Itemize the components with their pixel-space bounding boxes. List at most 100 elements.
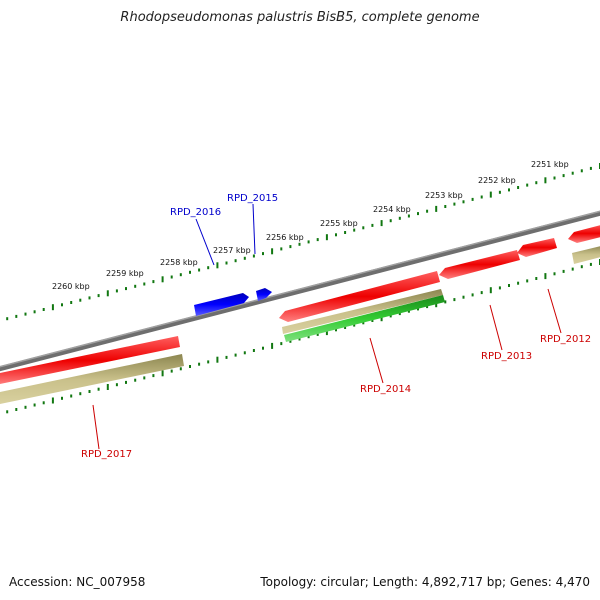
upper-scale-major-tick bbox=[51, 304, 54, 311]
upper-scale-minor-tick bbox=[134, 284, 137, 288]
gene-rpd2017-gene[interactable] bbox=[0, 354, 184, 405]
lower-scale-minor-tick bbox=[307, 335, 310, 339]
lower-scale-minor-tick bbox=[207, 360, 210, 364]
label-rpd2015[interactable]: RPD_2015 bbox=[227, 193, 278, 204]
lower-scale-major-tick bbox=[544, 273, 547, 280]
lower-scale-minor-tick bbox=[444, 300, 447, 304]
lower-scale-major-tick bbox=[489, 287, 492, 294]
lower-scale-minor-tick bbox=[79, 392, 82, 396]
upper-scale-minor-tick bbox=[316, 238, 319, 242]
map-title: Rhodopseudomonas palustris BisB5, comple… bbox=[120, 10, 480, 25]
lower-scale-minor-tick bbox=[353, 323, 356, 327]
upper-scale-minor-tick bbox=[526, 183, 529, 187]
scale-labels: 2251 kbp 2252 kbp 2253 kbp 2254 kbp 2255… bbox=[52, 160, 569, 291]
upper-scale-minor-tick bbox=[252, 254, 255, 258]
scale-label-2257: 2257 kbp bbox=[213, 246, 251, 255]
upper-scale-minor-tick bbox=[262, 252, 264, 256]
lower-scale-minor-tick bbox=[526, 279, 529, 283]
gene-rpd2016-arrow[interactable] bbox=[194, 293, 249, 316]
scale-label-2260: 2260 kbp bbox=[52, 282, 90, 291]
lower-scale-ticks bbox=[6, 259, 600, 414]
upper-scale-minor-tick bbox=[88, 296, 91, 300]
lower-scale-minor-tick bbox=[125, 380, 127, 384]
upper-scale-minor-tick bbox=[152, 280, 155, 284]
gene-rpd2014-gene[interactable] bbox=[282, 289, 443, 334]
label-rpd2014[interactable]: RPD_2014 bbox=[360, 384, 411, 395]
upper-scale-minor-tick bbox=[589, 166, 592, 170]
lower-scale-minor-tick bbox=[553, 272, 556, 276]
lower-scale-minor-tick bbox=[453, 298, 456, 302]
upper-scale-major-tick bbox=[544, 177, 547, 184]
upper-scale-minor-tick bbox=[353, 228, 356, 232]
lower-strand-features bbox=[0, 224, 600, 405]
upper-scale-major-tick bbox=[106, 290, 109, 297]
label-rpd2013[interactable]: RPD_2013 bbox=[481, 351, 532, 362]
upper-scale-minor-tick bbox=[15, 314, 18, 318]
lower-scale-minor-tick bbox=[389, 314, 392, 318]
scale-label-2253: 2253 kbp bbox=[425, 191, 463, 200]
upper-scale-minor-tick bbox=[143, 282, 146, 286]
scale-label-2251: 2251 kbp bbox=[531, 160, 569, 169]
upper-scale-major-tick bbox=[489, 191, 492, 198]
gene-labels: RPD_2017 RPD_2014 RPD_2013 RPD_2012 RPD_… bbox=[81, 193, 591, 460]
upper-scale-minor-tick bbox=[535, 181, 538, 185]
upper-scale-minor-tick bbox=[517, 186, 520, 189]
upper-scale-major-tick bbox=[435, 205, 438, 212]
gene-next-cds[interactable] bbox=[568, 224, 600, 243]
label-rpd2016[interactable]: RPD_2016 bbox=[170, 207, 221, 218]
lower-scale-major-tick bbox=[380, 315, 383, 322]
lower-scale-minor-tick bbox=[316, 332, 319, 336]
lower-scale-minor-tick bbox=[535, 277, 538, 280]
upper-scale-minor-tick bbox=[571, 171, 574, 175]
upper-scale-minor-tick bbox=[97, 294, 100, 298]
gene-rpd2013-cds[interactable] bbox=[439, 250, 520, 279]
upper-scale-minor-tick bbox=[298, 242, 301, 246]
upper-scale-minor-tick bbox=[580, 169, 583, 173]
lower-scale-minor-tick bbox=[426, 305, 429, 309]
label-rpd2012[interactable]: RPD_2012 bbox=[540, 334, 591, 345]
upper-scale-minor-tick bbox=[170, 275, 173, 279]
upper-scale-minor-tick bbox=[453, 202, 456, 206]
gene-next-gene[interactable] bbox=[572, 245, 600, 264]
upper-scale-minor-tick bbox=[125, 287, 127, 291]
lower-scale-minor-tick bbox=[33, 403, 36, 407]
upper-scale-minor-tick bbox=[234, 259, 237, 263]
upper-scale-minor-tick bbox=[444, 205, 447, 208]
lower-scale-minor-tick bbox=[262, 346, 264, 350]
upper-scale-minor-tick bbox=[6, 317, 9, 321]
lower-scale-minor-tick bbox=[243, 351, 246, 355]
upper-scale-minor-tick bbox=[79, 298, 82, 302]
upper-scale-minor-tick bbox=[307, 240, 310, 244]
label-rpd2017[interactable]: RPD_2017 bbox=[81, 449, 132, 460]
upper-scale-minor-tick bbox=[179, 273, 182, 277]
genome-summary-text: Topology: circular; Length: 4,892,717 bp… bbox=[260, 575, 590, 589]
lower-scale-minor-tick bbox=[289, 339, 292, 343]
leader-rpd2017 bbox=[92, 404, 100, 450]
lower-scale-major-tick bbox=[271, 342, 274, 349]
lower-scale-major-tick bbox=[325, 329, 328, 336]
upper-scale-minor-tick bbox=[198, 268, 201, 272]
gene-rpd2015-arrow[interactable] bbox=[256, 288, 272, 301]
upper-scale-minor-tick bbox=[225, 261, 228, 265]
lower-scale-minor-tick bbox=[70, 394, 73, 398]
lower-scale-minor-tick bbox=[517, 281, 520, 285]
gene-rpd2014-rna[interactable] bbox=[284, 295, 445, 342]
lower-scale-minor-tick bbox=[344, 326, 347, 329]
lower-scale-minor-tick bbox=[189, 365, 191, 368]
upper-scale-minor-tick bbox=[335, 233, 337, 237]
upper-scale-minor-tick bbox=[207, 266, 210, 270]
upper-scale-minor-tick bbox=[280, 247, 283, 251]
upper-scale-minor-tick bbox=[189, 270, 191, 274]
lower-scale-minor-tick bbox=[152, 374, 155, 378]
lower-scale-minor-tick bbox=[179, 367, 182, 371]
upper-scale-minor-tick bbox=[371, 223, 374, 227]
gene-rpd2014-cds[interactable] bbox=[279, 271, 440, 322]
upper-scale-major-tick bbox=[216, 262, 219, 269]
gene-rpd2012-cds[interactable] bbox=[517, 238, 557, 257]
lower-scale-major-tick bbox=[216, 356, 219, 363]
gene-rpd2017-cds[interactable] bbox=[0, 336, 180, 385]
genome-backbone bbox=[0, 210, 600, 372]
leader-rpd2013 bbox=[489, 304, 503, 351]
lower-scale-minor-tick bbox=[371, 319, 374, 322]
upper-scale-minor-tick bbox=[498, 190, 501, 194]
